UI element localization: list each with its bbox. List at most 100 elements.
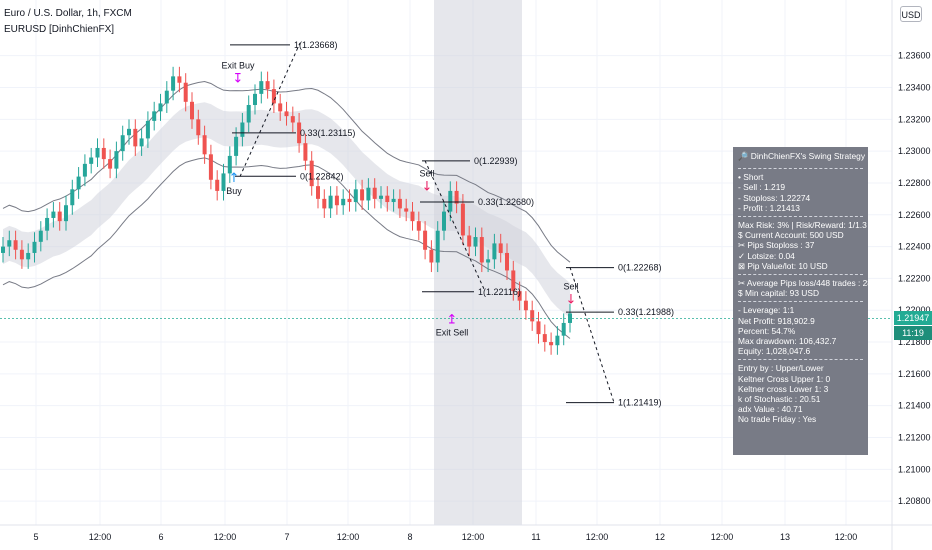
candle-body — [316, 186, 320, 199]
panel-line: No trade Friday : Yes — [738, 414, 817, 425]
panel-line: Equity: 1,028,047.6 — [738, 346, 811, 357]
signal-arrow-icon: ↓ — [422, 180, 433, 195]
candle-body — [95, 147, 100, 158]
candle-body — [505, 252, 509, 271]
candle-body — [152, 111, 157, 121]
fib-level-label: 0(1.22268) — [618, 263, 662, 273]
y-tick-label: 1.23200 — [898, 114, 931, 124]
candle-body — [467, 235, 472, 247]
signal-label: Sell — [419, 169, 434, 179]
currency-button[interactable]: USD — [900, 6, 922, 22]
divider — [738, 216, 863, 218]
panel-line: k of Stochastic : 20.51 — [738, 394, 821, 405]
candle-body — [284, 111, 289, 117]
candle-body — [561, 322, 566, 336]
panel-line: - Profit : 1.21413 — [738, 202, 800, 213]
candle-body — [190, 101, 194, 120]
y-tick-label: 1.21600 — [898, 369, 931, 379]
panel-line: ✂ Pips Stoploss : 37 — [738, 240, 815, 251]
y-tick-label: 1.21000 — [898, 464, 931, 474]
candle-body — [127, 128, 131, 136]
divider — [738, 168, 863, 170]
candle-body — [442, 211, 446, 231]
signal-arrow-icon: ↧ — [233, 71, 244, 86]
fib-level-label: 0.33(1.22680) — [478, 197, 534, 207]
candle-body — [297, 122, 302, 144]
candle-body — [517, 291, 522, 301]
candle-body — [334, 195, 339, 206]
indicator-label[interactable]: EURUSD [DinhChienFX] — [4, 24, 115, 35]
candle-body — [549, 342, 554, 346]
panel-line: • Short — [738, 172, 764, 183]
candle-body — [410, 211, 415, 222]
candle-body — [492, 243, 497, 260]
candle-body — [101, 147, 106, 160]
panel-line: Max Risk: 3% | Risk/Reward: 1/1.3 — [738, 220, 867, 231]
fib-levels: 1(1.23668) 0.33(1.23115) 0(1.22842) 0(1.229… — [0, 40, 892, 408]
fib-level-label: 1(1.21419) — [618, 398, 662, 408]
fib-level-label: 0(1.22842) — [300, 171, 344, 181]
candle-body — [366, 187, 371, 201]
x-tick-label: 12:00 — [214, 532, 237, 542]
x-tick-label: 8 — [407, 532, 412, 542]
panel-line: Max drawdown: 106,432.7 — [738, 336, 837, 347]
candle-body — [347, 198, 352, 203]
fib-level-label: 1(1.23668) — [294, 40, 338, 50]
candle-body — [45, 217, 50, 231]
fib-level-label: 0.33(1.23115) — [300, 128, 355, 138]
candle-body — [139, 138, 144, 147]
candle-body — [290, 116, 295, 123]
signal-label: Exit Buy — [221, 60, 255, 70]
candle-body — [429, 249, 434, 263]
x-tick-label: 5 — [33, 532, 38, 542]
strategy-panel: 🔎 DinhChienFX's Swing Strategy • Short -… — [733, 147, 872, 455]
candle-body — [555, 335, 560, 346]
panel-line: ⊠ Pip Value/lot: 10 USD — [738, 260, 828, 271]
y-tick-label: 1.22400 — [898, 242, 931, 252]
x-tick-label: 12 — [655, 532, 665, 542]
y-tick-label: 1.21400 — [898, 401, 931, 411]
y-tick-label: 1.21200 — [898, 433, 931, 443]
x-tick-label: 12:00 — [711, 532, 734, 542]
candle-body — [454, 190, 459, 204]
keltner-bands — [2, 81, 571, 339]
candle-body — [164, 90, 169, 104]
x-tick-label: 12:00 — [835, 532, 858, 542]
candle-body — [523, 300, 528, 311]
y-tick-label: 1.22200 — [898, 273, 931, 283]
panel-line: Net Profit: 918,902.9 — [738, 315, 815, 326]
fib-level-label: 0.33(1.21988) — [618, 307, 674, 317]
candle-body — [246, 105, 251, 123]
candle-body — [498, 243, 503, 253]
candle-body — [221, 173, 226, 191]
x-tick-label: 12:00 — [89, 532, 112, 542]
y-tick-label: 1.23400 — [898, 83, 931, 93]
y-tick-label: 1.22600 — [898, 210, 931, 220]
y-tick-label: 1.22800 — [898, 178, 931, 188]
candle-body — [372, 187, 377, 199]
candle-body — [530, 310, 535, 322]
candle-body — [57, 211, 62, 222]
candle-body — [309, 160, 314, 187]
candle-body — [435, 230, 440, 263]
candle-body — [259, 81, 264, 94]
upper-band-line — [2, 81, 571, 263]
pips-block: ✂ Average Pips loss/448 trades : 28 $ Min… — [738, 278, 872, 298]
candle-body — [328, 195, 333, 209]
y-tick-label: 1.23000 — [898, 146, 931, 156]
y-tick-label: 1.21800 — [898, 337, 931, 347]
settings-block: Entry by : Upper/Lower Keltner Cross Uppe… — [738, 363, 863, 424]
candle-body — [253, 93, 257, 105]
x-tick-label: 7 — [284, 532, 289, 542]
candle-body — [120, 135, 125, 152]
candle-body — [391, 198, 396, 203]
candle-body — [479, 237, 484, 263]
candle-body — [51, 211, 56, 218]
candle-body — [448, 190, 453, 212]
divider — [738, 274, 863, 276]
candle-body — [278, 103, 283, 112]
candle-body — [227, 155, 232, 174]
candle-body — [108, 159, 113, 169]
